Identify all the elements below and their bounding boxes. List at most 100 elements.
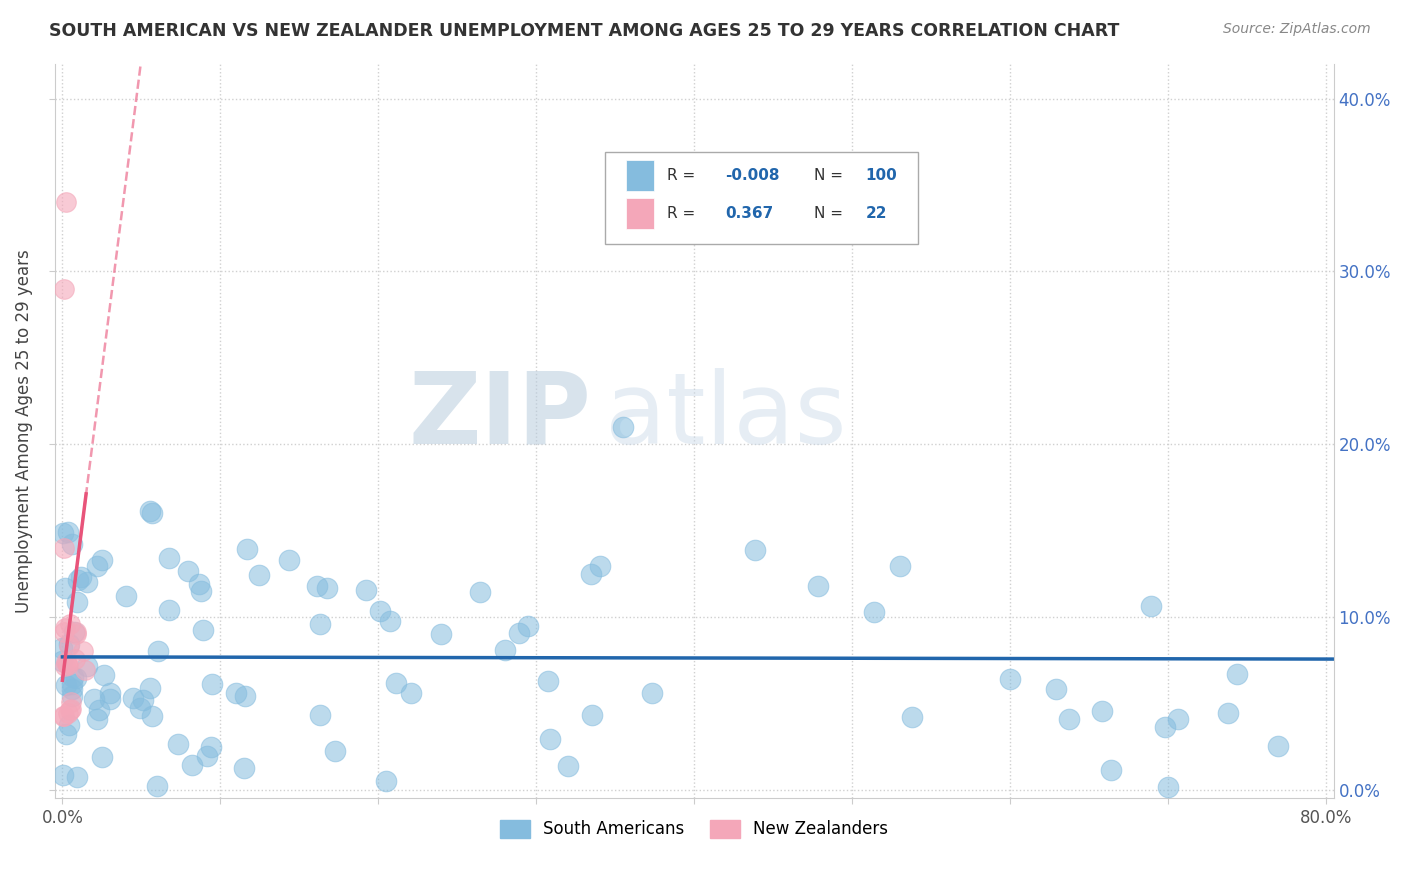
Point	[52, 625, 75, 640]
Point	[354, 582, 377, 597]
Point	[87, 703, 110, 717]
Point	[139, 681, 162, 695]
Text: Source: ZipAtlas.com: Source: ZipAtlas.com	[1223, 22, 1371, 37]
Point	[146, 644, 169, 658]
Point	[1057, 712, 1080, 726]
Point	[86, 559, 108, 574]
Point	[195, 749, 218, 764]
Point	[612, 419, 634, 434]
Point	[225, 686, 247, 700]
Point	[190, 583, 212, 598]
Point	[51, 640, 73, 655]
Point	[233, 689, 256, 703]
Point	[378, 614, 401, 628]
Point	[316, 581, 339, 595]
Point	[60, 537, 83, 551]
Point	[56, 657, 79, 672]
Point	[141, 708, 163, 723]
Point	[191, 624, 214, 638]
Point	[166, 737, 188, 751]
Text: N =: N =	[814, 206, 848, 221]
Text: ZIP: ZIP	[409, 368, 592, 465]
Point	[56, 706, 79, 720]
Point	[128, 701, 150, 715]
Y-axis label: Unemployment Among Ages 25 to 29 years: Unemployment Among Ages 25 to 29 years	[15, 249, 32, 613]
Point	[53, 541, 76, 555]
Text: R =: R =	[668, 206, 700, 221]
Point	[401, 686, 423, 700]
Point	[157, 603, 180, 617]
Point	[65, 627, 87, 641]
Point	[1154, 719, 1177, 733]
Point	[247, 568, 270, 582]
Point	[508, 626, 530, 640]
Point	[200, 739, 222, 754]
Text: atlas: atlas	[605, 368, 846, 465]
Point	[157, 550, 180, 565]
Point	[55, 727, 77, 741]
Point	[98, 691, 121, 706]
Point	[60, 702, 83, 716]
Point	[60, 682, 83, 697]
Point	[63, 652, 86, 666]
Point	[55, 656, 77, 670]
Point	[236, 541, 259, 556]
Point	[52, 768, 75, 782]
Point	[73, 663, 96, 677]
Text: SOUTH AMERICAN VS NEW ZEALANDER UNEMPLOYMENT AMONG AGES 25 TO 29 YEARS CORRELATI: SOUTH AMERICAN VS NEW ZEALANDER UNEMPLOY…	[49, 22, 1119, 40]
Text: 0.367: 0.367	[724, 206, 773, 221]
Point	[1157, 780, 1180, 794]
Text: R =: R =	[668, 169, 700, 184]
Point	[233, 761, 256, 775]
Point	[1167, 712, 1189, 726]
Point	[177, 564, 200, 578]
Point	[744, 542, 766, 557]
Point	[53, 709, 76, 723]
Point	[76, 659, 98, 673]
Point	[58, 639, 80, 653]
Bar	[626, 198, 654, 229]
Text: 22: 22	[866, 206, 887, 221]
Point	[65, 672, 87, 686]
Point	[557, 759, 579, 773]
Legend: South Americans, New Zealanders: South Americans, New Zealanders	[494, 813, 894, 845]
Point	[309, 707, 332, 722]
Point	[998, 673, 1021, 687]
Point	[55, 678, 77, 692]
Point	[146, 779, 169, 793]
Point	[56, 525, 79, 540]
Point	[58, 703, 80, 717]
Point	[181, 757, 204, 772]
Point	[323, 744, 346, 758]
Point	[375, 773, 398, 788]
Point	[52, 709, 75, 723]
Point	[58, 637, 80, 651]
Point	[309, 616, 332, 631]
Point	[641, 685, 664, 699]
Point	[63, 624, 86, 639]
Point	[67, 573, 90, 587]
Point	[70, 569, 93, 583]
Point	[385, 675, 408, 690]
Point	[65, 624, 87, 639]
Point	[889, 558, 911, 573]
Point	[1267, 739, 1289, 753]
Point	[901, 709, 924, 723]
Point	[278, 553, 301, 567]
Point	[536, 673, 558, 688]
Point	[93, 668, 115, 682]
Point	[201, 677, 224, 691]
Point	[131, 693, 153, 707]
Point	[494, 643, 516, 657]
Point	[1099, 763, 1122, 777]
Bar	[626, 161, 654, 191]
Point	[86, 712, 108, 726]
Point	[581, 707, 603, 722]
Point	[53, 659, 76, 673]
Point	[58, 718, 80, 732]
Point	[141, 506, 163, 520]
Point	[579, 566, 602, 581]
Text: N =: N =	[814, 169, 848, 184]
Text: 100: 100	[866, 169, 897, 184]
Point	[863, 605, 886, 619]
